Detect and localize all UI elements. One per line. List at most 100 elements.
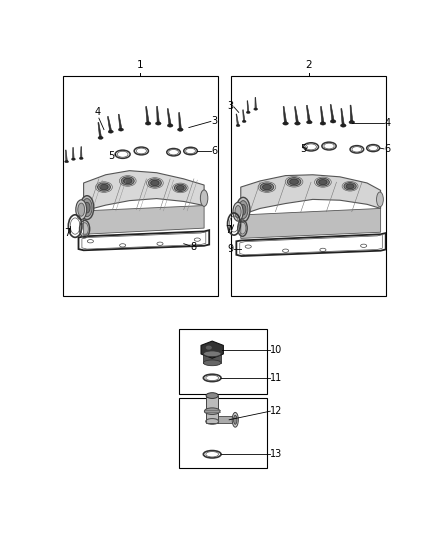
Polygon shape — [241, 175, 381, 215]
Ellipse shape — [155, 122, 161, 125]
Polygon shape — [350, 105, 353, 123]
Ellipse shape — [320, 122, 326, 125]
Ellipse shape — [148, 179, 161, 187]
Polygon shape — [241, 208, 381, 238]
Polygon shape — [243, 110, 245, 122]
Ellipse shape — [203, 351, 221, 357]
Ellipse shape — [124, 178, 132, 183]
Polygon shape — [294, 107, 299, 124]
Ellipse shape — [235, 206, 241, 218]
Bar — [206, 395, 218, 424]
Ellipse shape — [98, 136, 103, 139]
Ellipse shape — [283, 122, 288, 125]
Ellipse shape — [262, 184, 271, 190]
Text: 1: 1 — [137, 60, 144, 70]
Text: 5: 5 — [109, 151, 115, 161]
Ellipse shape — [233, 202, 243, 221]
Polygon shape — [207, 416, 235, 424]
Polygon shape — [66, 150, 67, 161]
Ellipse shape — [232, 413, 238, 427]
Bar — [63, 76, 218, 296]
Ellipse shape — [254, 108, 258, 110]
Polygon shape — [146, 107, 149, 124]
Ellipse shape — [78, 203, 85, 216]
Text: 13: 13 — [270, 449, 283, 459]
Polygon shape — [330, 104, 334, 122]
Ellipse shape — [80, 196, 94, 220]
Ellipse shape — [174, 184, 186, 191]
Polygon shape — [247, 101, 249, 112]
Ellipse shape — [240, 204, 246, 215]
Text: 12: 12 — [270, 406, 283, 416]
Text: 10: 10 — [270, 345, 283, 354]
Ellipse shape — [98, 183, 110, 191]
Ellipse shape — [118, 128, 124, 131]
Ellipse shape — [377, 192, 383, 207]
Text: 11: 11 — [270, 373, 283, 383]
Polygon shape — [167, 109, 171, 126]
Ellipse shape — [167, 124, 173, 127]
Text: 4: 4 — [94, 107, 100, 117]
Ellipse shape — [290, 179, 298, 184]
Ellipse shape — [82, 199, 92, 216]
Polygon shape — [107, 116, 112, 132]
Bar — [179, 399, 267, 468]
Polygon shape — [81, 147, 82, 158]
Ellipse shape — [260, 183, 274, 191]
Bar — [231, 76, 386, 296]
Ellipse shape — [76, 200, 87, 220]
Text: 2: 2 — [305, 60, 312, 70]
Polygon shape — [283, 107, 287, 124]
Ellipse shape — [340, 124, 346, 127]
Ellipse shape — [307, 120, 312, 124]
Ellipse shape — [79, 157, 83, 159]
Polygon shape — [98, 123, 102, 138]
Text: 4: 4 — [385, 118, 391, 128]
Text: 3: 3 — [227, 101, 233, 111]
Ellipse shape — [344, 183, 356, 190]
Ellipse shape — [108, 130, 113, 133]
Polygon shape — [255, 98, 257, 109]
Ellipse shape — [177, 185, 184, 190]
Ellipse shape — [349, 120, 355, 124]
Bar — [203, 354, 221, 363]
Polygon shape — [201, 341, 223, 358]
Polygon shape — [84, 171, 204, 211]
Ellipse shape — [330, 120, 336, 123]
Text: 9: 9 — [227, 245, 233, 254]
Ellipse shape — [206, 345, 212, 350]
Ellipse shape — [84, 202, 90, 213]
Ellipse shape — [203, 360, 221, 366]
Polygon shape — [321, 107, 324, 124]
Text: 7: 7 — [64, 228, 70, 238]
Polygon shape — [236, 114, 239, 126]
Ellipse shape — [242, 120, 246, 123]
Ellipse shape — [236, 124, 240, 127]
Ellipse shape — [151, 180, 159, 185]
Bar — [179, 329, 267, 394]
Ellipse shape — [233, 415, 237, 424]
Ellipse shape — [238, 200, 248, 219]
Polygon shape — [73, 148, 74, 159]
Text: 5: 5 — [300, 144, 306, 154]
Text: 7: 7 — [225, 225, 231, 235]
Ellipse shape — [287, 177, 301, 186]
Ellipse shape — [121, 177, 134, 185]
Text: 3: 3 — [212, 116, 218, 126]
Polygon shape — [307, 105, 311, 123]
Ellipse shape — [200, 190, 208, 206]
Polygon shape — [157, 106, 159, 124]
Polygon shape — [341, 108, 344, 126]
Ellipse shape — [65, 160, 68, 163]
Ellipse shape — [319, 180, 327, 185]
Text: 8: 8 — [191, 241, 197, 252]
Ellipse shape — [71, 158, 75, 160]
Ellipse shape — [177, 128, 183, 131]
Polygon shape — [179, 112, 181, 130]
Text: 6: 6 — [385, 144, 391, 155]
Ellipse shape — [145, 122, 151, 125]
Ellipse shape — [246, 111, 250, 114]
Polygon shape — [84, 206, 204, 235]
Polygon shape — [118, 114, 122, 130]
Ellipse shape — [206, 393, 218, 399]
